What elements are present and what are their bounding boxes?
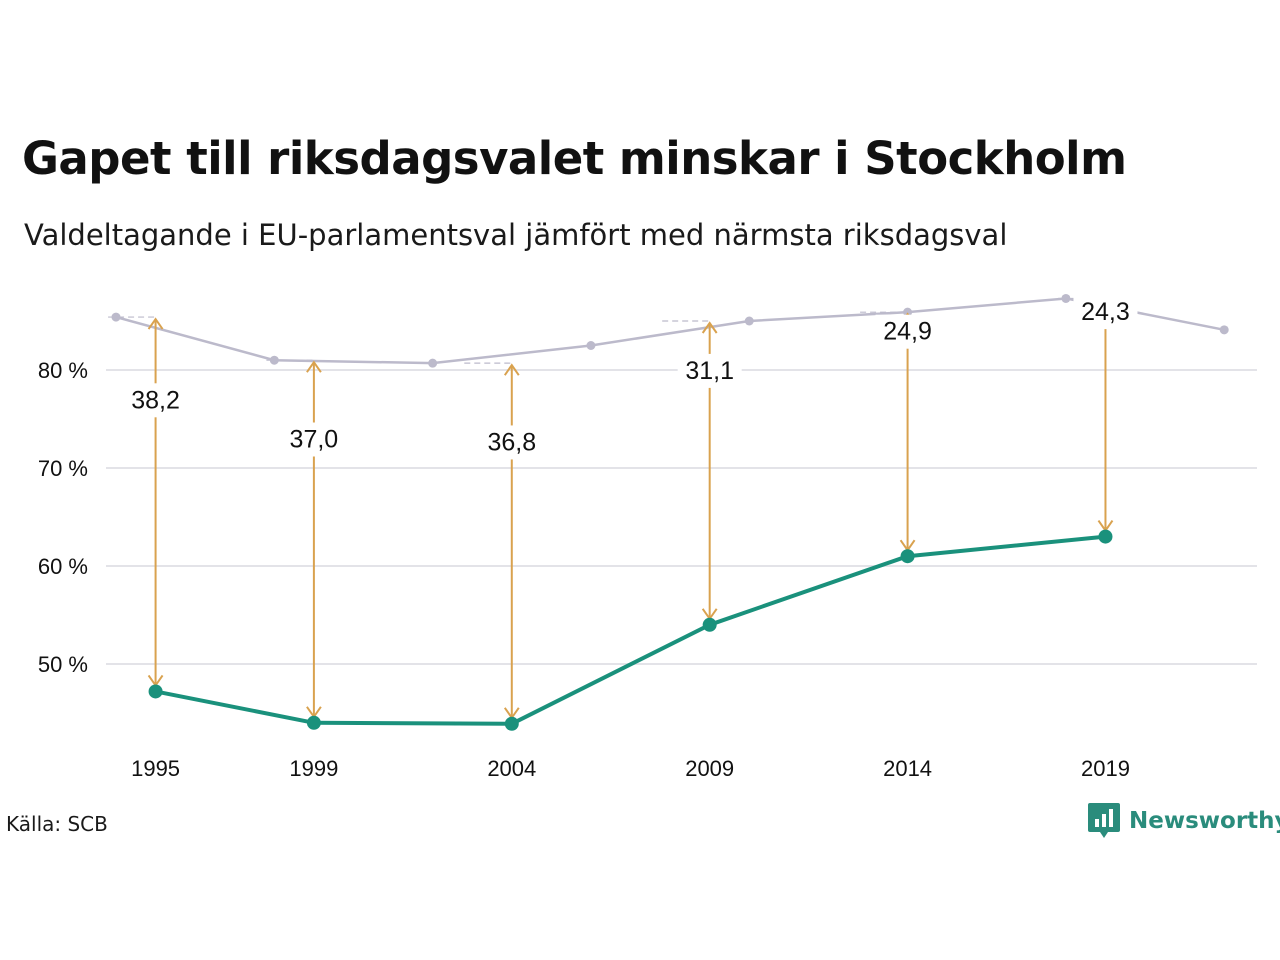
x-tick-label: 2014: [883, 756, 932, 781]
x-tick-label: 2004: [487, 756, 536, 781]
y-tick-label: 70 %: [38, 456, 88, 481]
eu-point: [702, 617, 717, 632]
eu-line: [155, 534, 1106, 726]
gap-label-background: [1073, 295, 1138, 330]
gap-label: 31,1: [685, 357, 734, 385]
gap-label: 36,8: [487, 428, 536, 456]
chart-title: Gapet till riksdagsvalet minskar i Stock…: [22, 132, 1127, 185]
y-tick-label: 60 %: [38, 554, 88, 579]
riksdag-point: [1061, 293, 1071, 303]
riksdag-point: [744, 316, 754, 326]
gap-arrows: [108, 297, 1114, 720]
brand-logo: Newsworthy: [1088, 803, 1280, 839]
gap-arrow-head-up: [503, 363, 520, 376]
chart-subtitle: Valdeltagande i EU-parlamentsval jämfört…: [24, 218, 1008, 252]
riksdag-point: [1219, 325, 1229, 335]
gap-label: 38,2: [131, 386, 180, 414]
y-tick-label: 50 %: [38, 652, 88, 677]
gap-label-background: [123, 383, 188, 418]
y-axis-ticks: 50 % 60 % 70 % 80 %: [38, 358, 88, 677]
gap-label-background: [479, 425, 544, 460]
source-note: Källa: SCB: [6, 812, 108, 836]
riksdag-series: [111, 293, 1229, 368]
riksdag-point: [586, 341, 596, 350]
gridlines: [106, 369, 1257, 665]
gap-label: 24,9: [883, 318, 932, 346]
gap-label-background: [677, 353, 742, 388]
y-tick-label: 80 %: [38, 358, 88, 383]
x-tick-label: 2019: [1081, 756, 1130, 781]
gap-arrow-head-up: [147, 317, 164, 330]
riksdag-point: [269, 355, 279, 365]
x-tick-label: 1995: [131, 756, 180, 781]
riksdag-line: [115, 297, 1225, 365]
eu-point: [148, 684, 163, 699]
newsworthy-logo-icon: [1088, 803, 1120, 838]
riksdag-point: [428, 358, 438, 368]
brand-name: Newsworthy: [1129, 808, 1280, 834]
gap-label: 37,0: [290, 426, 339, 454]
gap-label-background: [281, 422, 346, 457]
x-axis-ticks: 1995 1999 2004 2009 2014 2019: [131, 756, 1130, 781]
gap-label-background: [875, 314, 940, 349]
riksdag-point: [903, 307, 913, 317]
gap-labels: 38,2 37,0 36,8 31,1 24,9 24,3: [123, 295, 1138, 460]
eu-point: [306, 715, 321, 730]
riksdag-point: [111, 312, 121, 322]
gap-arrow-head-up: [701, 321, 718, 334]
eu-series: [148, 529, 1113, 731]
x-tick-label: 2009: [685, 756, 734, 781]
eu-point: [504, 716, 519, 731]
eu-point: [1098, 529, 1113, 544]
eu-point: [900, 549, 915, 564]
gap-arrow-head-up: [306, 360, 322, 373]
gap-label: 24,3: [1081, 298, 1130, 326]
x-tick-label: 1999: [289, 756, 338, 781]
